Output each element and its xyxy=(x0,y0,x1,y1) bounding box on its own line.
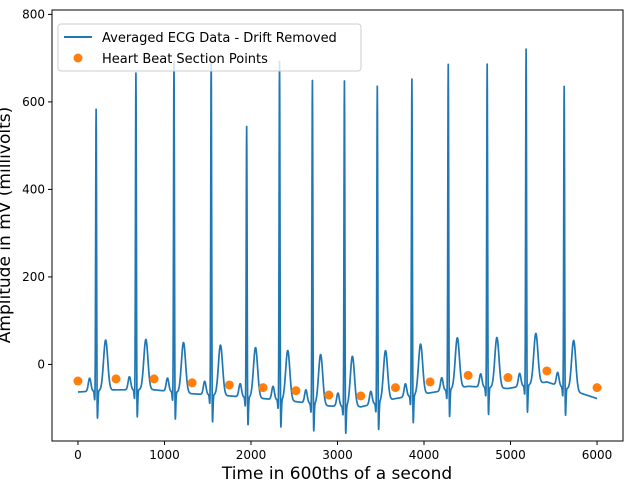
legend: Averaged ECG Data - Drift Removed Heart … xyxy=(57,23,362,72)
x-tick-label: 5000 xyxy=(495,448,526,462)
y-axis: 0 200 400 600 800 xyxy=(22,7,52,371)
x-axis: 0 1000 2000 3000 4000 5000 6000 xyxy=(74,441,612,462)
heart-beat-section-point xyxy=(463,370,473,380)
heart-beat-section-point xyxy=(258,383,268,393)
heart-beat-section-point xyxy=(224,380,234,390)
heart-beat-section-point xyxy=(390,383,400,393)
x-tick-label: 1000 xyxy=(149,448,180,462)
legend-box xyxy=(57,23,362,72)
heart-beat-section-point xyxy=(324,390,334,400)
heart-beat-section-point xyxy=(503,373,513,383)
legend-label-section-points: Heart Beat Section Points xyxy=(102,52,268,67)
y-tick-label: 200 xyxy=(22,270,45,284)
x-tick-label: 2000 xyxy=(236,448,267,462)
y-tick-label: 800 xyxy=(22,7,45,21)
x-tick-label: 0 xyxy=(74,448,82,462)
heart-beat-section-point xyxy=(592,383,602,393)
x-tick-label: 4000 xyxy=(409,448,440,462)
x-axis-title: Time in 600ths of a second xyxy=(221,464,452,480)
heart-beat-section-point xyxy=(356,391,366,401)
heart-beat-section-point xyxy=(542,366,552,376)
y-axis-title: Amplitude in mV (millivolts) xyxy=(0,107,15,343)
legend-label-ecg: Averaged ECG Data - Drift Removed xyxy=(102,31,337,46)
legend-marker-swatch xyxy=(73,53,83,63)
x-tick-label: 6000 xyxy=(582,448,613,462)
heart-beat-section-point xyxy=(73,376,83,386)
y-tick-label: 400 xyxy=(22,182,45,196)
x-tick-label: 3000 xyxy=(322,448,353,462)
heart-beat-section-point xyxy=(291,386,301,396)
heart-beat-section-point xyxy=(187,378,197,388)
heart-beat-section-point xyxy=(425,377,435,387)
ecg-series-line xyxy=(77,48,598,435)
heart-beat-section-point xyxy=(111,374,121,384)
y-tick-label: 0 xyxy=(37,357,45,371)
heart-beat-section-point xyxy=(149,374,159,384)
plot-area xyxy=(73,48,602,435)
y-tick-label: 600 xyxy=(22,95,45,109)
